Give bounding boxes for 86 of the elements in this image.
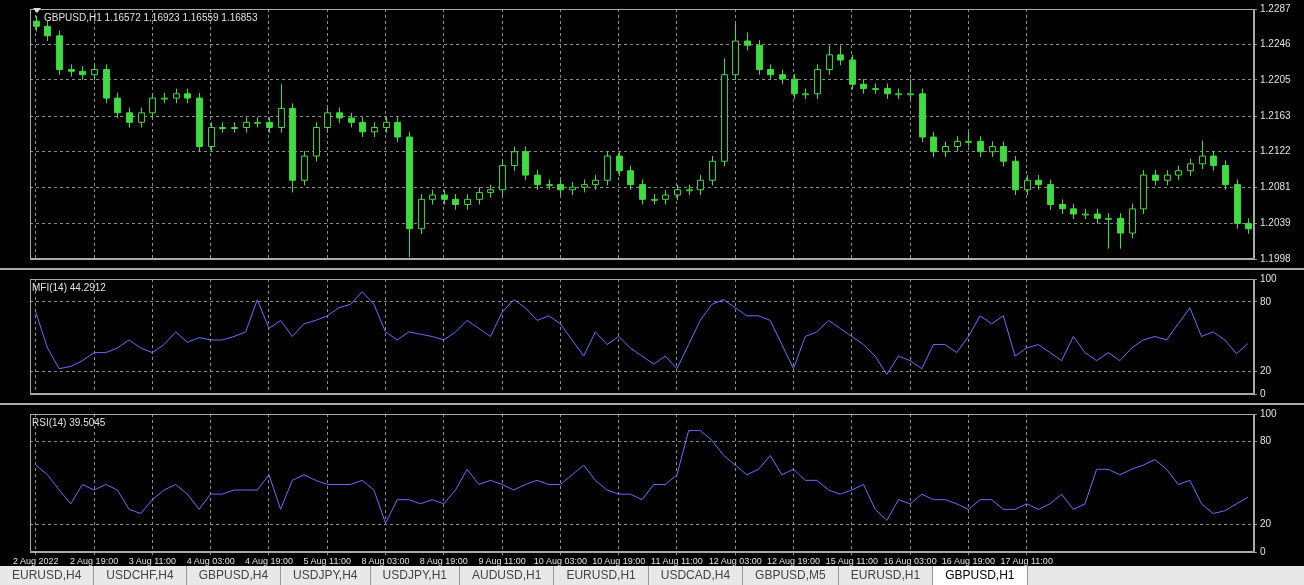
candlestick [208, 121, 215, 153]
text: USDCAD,H4 [648, 566, 744, 585]
x-tick-label: 4 Aug 19:00 [244, 556, 293, 567]
text: USDJPY,H1 [370, 566, 461, 585]
x-tick-label: 4 Aug 03:00 [186, 556, 235, 567]
x-tick-label: 2 Aug 19:00 [70, 556, 119, 567]
text: EURUSD,H1 [554, 566, 649, 585]
candlestick [1117, 212, 1124, 250]
x-tick-label: 11 Aug 11:00 [651, 556, 703, 567]
candlestick [1047, 178, 1054, 211]
candlestick [324, 107, 331, 134]
x-tick-label: 5 Aug 11:00 [303, 556, 351, 567]
y-tick-label: 1.2163 [1260, 110, 1292, 122]
x-tick-label: 8 Aug 19:00 [419, 556, 468, 567]
candlestick [697, 174, 704, 196]
x-tick-label: 16 Aug 19:00 [941, 556, 995, 567]
candlestick [278, 83, 285, 134]
candlestick [744, 31, 751, 52]
text: EURUSD,H1 [838, 566, 934, 585]
chart-title: MFI(14) 44.2912 [32, 281, 107, 293]
candlestick [709, 155, 716, 186]
candlestick [627, 165, 634, 191]
candlestick [872, 82, 879, 95]
y-tick-label: 1.2287 [1260, 2, 1292, 14]
y-tick-label: 1.1998 [1260, 252, 1292, 264]
text: USDCHF,H4 [94, 566, 187, 585]
x-tick-label: 2 Aug 2022 [13, 556, 59, 567]
text: EURUSD,H4 [0, 566, 95, 585]
y-tick-label: 1.2081 [1260, 180, 1292, 192]
text: GBPUSD,H4 [186, 566, 282, 585]
x-tick-label: 16 Aug 03:00 [883, 556, 937, 567]
candlestick [231, 121, 238, 134]
candlestick [930, 131, 937, 158]
candlestick [1210, 150, 1217, 172]
y-tick-label: 100 [1260, 407, 1278, 419]
candlestick [1105, 212, 1112, 250]
text: AUDUSD,H1 [460, 566, 555, 585]
y-tick-label: 0 [1260, 387, 1266, 399]
candlestick [1024, 174, 1031, 196]
candlestick [511, 146, 518, 172]
candlestick [546, 178, 553, 191]
candlestick [1222, 159, 1229, 191]
candlestick [651, 193, 658, 205]
candlestick [907, 78, 914, 100]
y-tick-label: 1.2205 [1260, 73, 1292, 85]
x-tick-label: 15 Aug 11:00 [825, 556, 879, 567]
x-tick-label: 12 Aug 19:00 [767, 556, 821, 567]
y-tick-label: 0 [1260, 545, 1266, 557]
candlestick [138, 107, 145, 129]
text: GBPUSD,H1 [933, 566, 1028, 585]
candlestick [149, 92, 156, 119]
candlestick [522, 146, 529, 181]
x-tick-label: 12 Aug 03:00 [708, 556, 762, 567]
y-tick-label: 20 [1260, 518, 1272, 530]
y-tick-label: 1.2039 [1260, 217, 1292, 229]
candlestick [359, 116, 366, 138]
candlestick [791, 73, 798, 100]
x-tick-label: 8 Aug 03:00 [361, 556, 410, 567]
x-tick-label: 17 Aug 11:00 [1000, 556, 1053, 567]
y-tick-label: 1.2122 [1260, 145, 1292, 157]
candlestick [977, 135, 984, 158]
candlestick [826, 44, 833, 76]
candlestick [639, 178, 646, 205]
x-tick-label: 10 Aug 03:00 [533, 556, 587, 567]
y-tick-label: 20 [1260, 364, 1272, 376]
chart-title: RSI(14) 39.5045 [32, 416, 106, 428]
text: USDJPY,H4 [281, 566, 371, 585]
x-tick-label: 3 Aug 11:00 [128, 556, 177, 567]
candlestick [616, 150, 623, 177]
x-tick-label: 10 Aug 19:00 [592, 556, 646, 567]
candlestick [837, 44, 844, 66]
candlestick [1000, 140, 1007, 167]
text: GBPUSD,M5 [743, 566, 839, 585]
y-tick-label: 100 [1260, 272, 1278, 284]
y-tick-label: 1.2246 [1260, 38, 1292, 50]
candlestick [1199, 139, 1206, 170]
candlestick [219, 121, 226, 134]
candlestick [394, 116, 401, 143]
chart-title: GBPUSD,H1 1.16572 1.16923 1.16559 1.16853 [44, 11, 258, 23]
candlestick [254, 116, 261, 129]
candlestick [534, 169, 541, 191]
candlestick [114, 92, 121, 119]
x-tick-label: 9 Aug 11:00 [478, 556, 526, 567]
y-tick-label: 80 [1260, 435, 1272, 447]
candlestick [126, 107, 133, 129]
y-tick-label: 80 [1260, 295, 1272, 307]
